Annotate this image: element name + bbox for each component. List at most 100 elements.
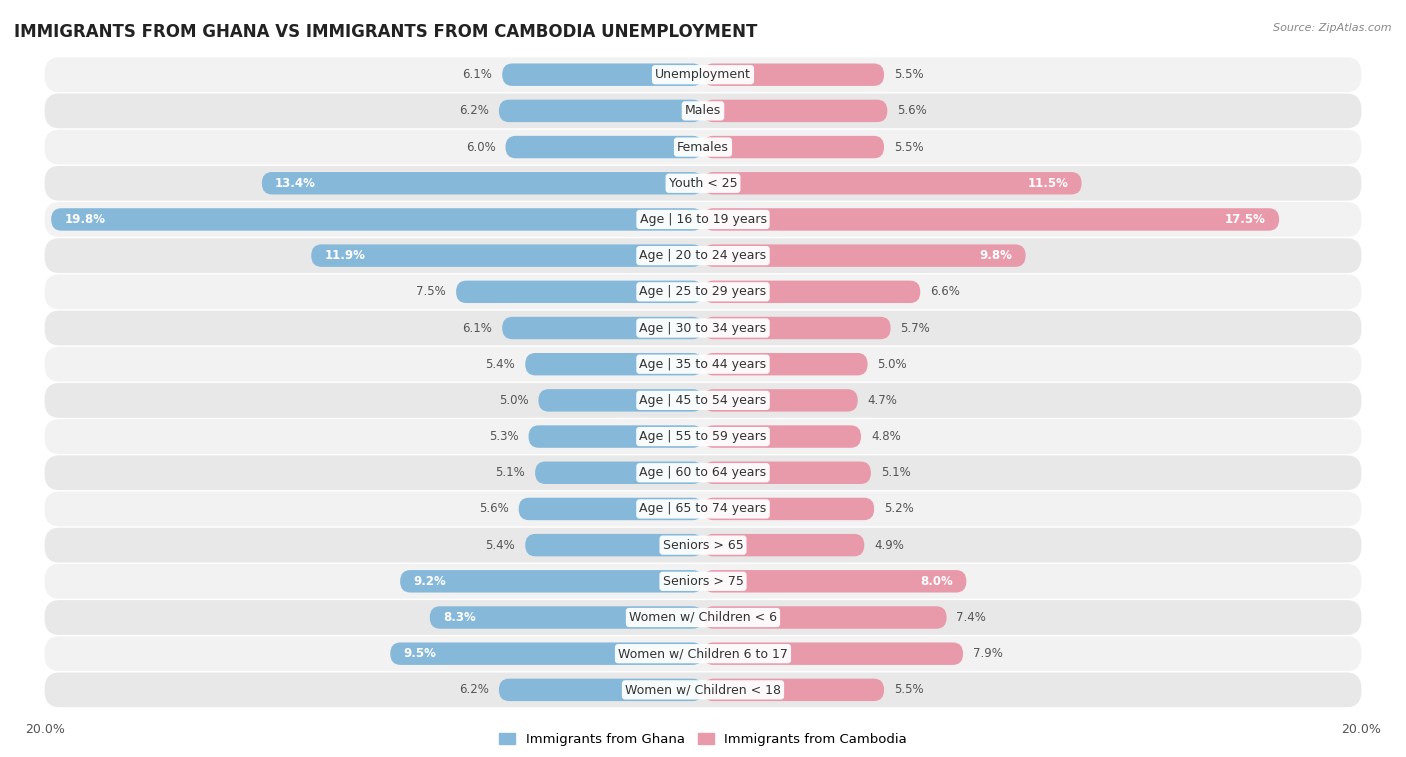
Text: Age | 30 to 34 years: Age | 30 to 34 years [640, 322, 766, 335]
FancyBboxPatch shape [311, 245, 703, 267]
FancyBboxPatch shape [526, 534, 703, 556]
Text: 6.0%: 6.0% [465, 141, 495, 154]
Text: 5.5%: 5.5% [894, 141, 924, 154]
FancyBboxPatch shape [703, 281, 921, 303]
FancyBboxPatch shape [703, 425, 860, 448]
Text: 4.9%: 4.9% [875, 539, 904, 552]
FancyBboxPatch shape [391, 643, 703, 665]
Text: 6.2%: 6.2% [460, 104, 489, 117]
Text: Women w/ Children 6 to 17: Women w/ Children 6 to 17 [619, 647, 787, 660]
FancyBboxPatch shape [45, 419, 1361, 454]
FancyBboxPatch shape [45, 637, 1361, 671]
Text: Age | 65 to 74 years: Age | 65 to 74 years [640, 503, 766, 516]
Text: 5.3%: 5.3% [489, 430, 519, 443]
FancyBboxPatch shape [703, 606, 946, 629]
FancyBboxPatch shape [456, 281, 703, 303]
Text: 6.1%: 6.1% [463, 68, 492, 81]
Text: 5.4%: 5.4% [485, 358, 516, 371]
Text: 7.9%: 7.9% [973, 647, 1002, 660]
Text: 5.7%: 5.7% [900, 322, 931, 335]
FancyBboxPatch shape [262, 172, 703, 195]
FancyBboxPatch shape [502, 316, 703, 339]
Text: 7.4%: 7.4% [956, 611, 987, 624]
Text: Age | 20 to 24 years: Age | 20 to 24 years [640, 249, 766, 262]
Text: 5.5%: 5.5% [894, 68, 924, 81]
Text: 6.2%: 6.2% [460, 684, 489, 696]
FancyBboxPatch shape [703, 497, 875, 520]
Text: Youth < 25: Youth < 25 [669, 177, 737, 190]
Text: 5.4%: 5.4% [485, 539, 516, 552]
Text: 13.4%: 13.4% [276, 177, 316, 190]
FancyBboxPatch shape [703, 245, 1025, 267]
FancyBboxPatch shape [502, 64, 703, 86]
Text: 7.5%: 7.5% [416, 285, 446, 298]
Text: Seniors > 75: Seniors > 75 [662, 575, 744, 587]
Text: 9.5%: 9.5% [404, 647, 436, 660]
FancyBboxPatch shape [45, 238, 1361, 273]
FancyBboxPatch shape [703, 208, 1279, 231]
Text: 19.8%: 19.8% [65, 213, 105, 226]
FancyBboxPatch shape [506, 136, 703, 158]
FancyBboxPatch shape [45, 310, 1361, 345]
FancyBboxPatch shape [703, 389, 858, 412]
Text: Source: ZipAtlas.com: Source: ZipAtlas.com [1274, 23, 1392, 33]
FancyBboxPatch shape [703, 136, 884, 158]
Text: 6.1%: 6.1% [463, 322, 492, 335]
Text: Age | 45 to 54 years: Age | 45 to 54 years [640, 394, 766, 407]
FancyBboxPatch shape [703, 172, 1081, 195]
FancyBboxPatch shape [45, 383, 1361, 418]
FancyBboxPatch shape [45, 672, 1361, 707]
FancyBboxPatch shape [45, 528, 1361, 562]
FancyBboxPatch shape [703, 316, 890, 339]
FancyBboxPatch shape [499, 679, 703, 701]
FancyBboxPatch shape [536, 462, 703, 484]
FancyBboxPatch shape [703, 64, 884, 86]
Text: 5.1%: 5.1% [495, 466, 526, 479]
FancyBboxPatch shape [703, 100, 887, 122]
FancyBboxPatch shape [45, 491, 1361, 526]
FancyBboxPatch shape [703, 643, 963, 665]
Text: 5.6%: 5.6% [479, 503, 509, 516]
Text: Seniors > 65: Seniors > 65 [662, 539, 744, 552]
FancyBboxPatch shape [45, 129, 1361, 164]
Text: Women w/ Children < 6: Women w/ Children < 6 [628, 611, 778, 624]
FancyBboxPatch shape [45, 347, 1361, 382]
Text: IMMIGRANTS FROM GHANA VS IMMIGRANTS FROM CAMBODIA UNEMPLOYMENT: IMMIGRANTS FROM GHANA VS IMMIGRANTS FROM… [14, 23, 758, 41]
FancyBboxPatch shape [45, 456, 1361, 490]
Text: 4.7%: 4.7% [868, 394, 897, 407]
Text: Age | 55 to 59 years: Age | 55 to 59 years [640, 430, 766, 443]
Text: 6.6%: 6.6% [931, 285, 960, 298]
Text: 5.0%: 5.0% [499, 394, 529, 407]
FancyBboxPatch shape [51, 208, 703, 231]
Text: 5.5%: 5.5% [894, 684, 924, 696]
FancyBboxPatch shape [703, 679, 884, 701]
FancyBboxPatch shape [526, 353, 703, 375]
Text: 9.8%: 9.8% [980, 249, 1012, 262]
FancyBboxPatch shape [45, 600, 1361, 635]
Text: 8.3%: 8.3% [443, 611, 475, 624]
Text: Women w/ Children < 18: Women w/ Children < 18 [626, 684, 780, 696]
Text: Age | 60 to 64 years: Age | 60 to 64 years [640, 466, 766, 479]
FancyBboxPatch shape [45, 58, 1361, 92]
FancyBboxPatch shape [45, 202, 1361, 237]
Text: Age | 35 to 44 years: Age | 35 to 44 years [640, 358, 766, 371]
FancyBboxPatch shape [499, 100, 703, 122]
FancyBboxPatch shape [45, 564, 1361, 599]
FancyBboxPatch shape [538, 389, 703, 412]
Text: 11.9%: 11.9% [325, 249, 366, 262]
Text: Age | 16 to 19 years: Age | 16 to 19 years [640, 213, 766, 226]
FancyBboxPatch shape [401, 570, 703, 593]
Text: 9.2%: 9.2% [413, 575, 446, 587]
FancyBboxPatch shape [45, 166, 1361, 201]
Text: 17.5%: 17.5% [1225, 213, 1265, 226]
FancyBboxPatch shape [703, 534, 865, 556]
Text: Females: Females [678, 141, 728, 154]
FancyBboxPatch shape [703, 462, 870, 484]
Text: 11.5%: 11.5% [1028, 177, 1069, 190]
FancyBboxPatch shape [45, 275, 1361, 309]
FancyBboxPatch shape [45, 94, 1361, 128]
Text: 5.2%: 5.2% [884, 503, 914, 516]
FancyBboxPatch shape [529, 425, 703, 448]
Text: Unemployment: Unemployment [655, 68, 751, 81]
FancyBboxPatch shape [703, 353, 868, 375]
